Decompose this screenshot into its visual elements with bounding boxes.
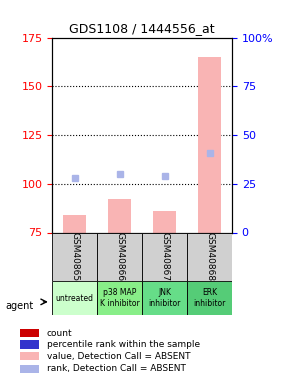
Text: value, Detection Call = ABSENT: value, Detection Call = ABSENT <box>46 352 190 361</box>
FancyBboxPatch shape <box>97 281 142 315</box>
Text: rank, Detection Call = ABSENT: rank, Detection Call = ABSENT <box>46 364 185 373</box>
Text: agent: agent <box>6 301 34 310</box>
Text: GSM40865: GSM40865 <box>70 232 79 281</box>
Text: p38 MAP
K inhibitor: p38 MAP K inhibitor <box>100 288 139 308</box>
Text: JNK
inhibitor: JNK inhibitor <box>148 288 181 308</box>
Bar <box>20 340 39 349</box>
FancyBboxPatch shape <box>142 232 187 281</box>
Text: GSM40868: GSM40868 <box>205 232 214 281</box>
FancyBboxPatch shape <box>142 281 187 315</box>
Bar <box>20 329 39 337</box>
FancyBboxPatch shape <box>97 232 142 281</box>
Text: untreated: untreated <box>56 294 94 303</box>
Bar <box>20 364 39 373</box>
Text: percentile rank within the sample: percentile rank within the sample <box>46 340 200 349</box>
Text: GSM40867: GSM40867 <box>160 232 169 281</box>
Bar <box>64 215 86 232</box>
Text: count: count <box>46 328 72 338</box>
Text: ERK
inhibitor: ERK inhibitor <box>193 288 226 308</box>
Text: GSM40866: GSM40866 <box>115 232 124 281</box>
FancyBboxPatch shape <box>52 281 97 315</box>
FancyBboxPatch shape <box>52 232 97 281</box>
Bar <box>108 200 131 232</box>
Bar <box>198 57 221 232</box>
FancyBboxPatch shape <box>187 232 232 281</box>
Title: GDS1108 / 1444556_at: GDS1108 / 1444556_at <box>69 22 215 35</box>
FancyBboxPatch shape <box>187 281 232 315</box>
Bar <box>153 211 176 232</box>
Bar <box>20 352 39 360</box>
